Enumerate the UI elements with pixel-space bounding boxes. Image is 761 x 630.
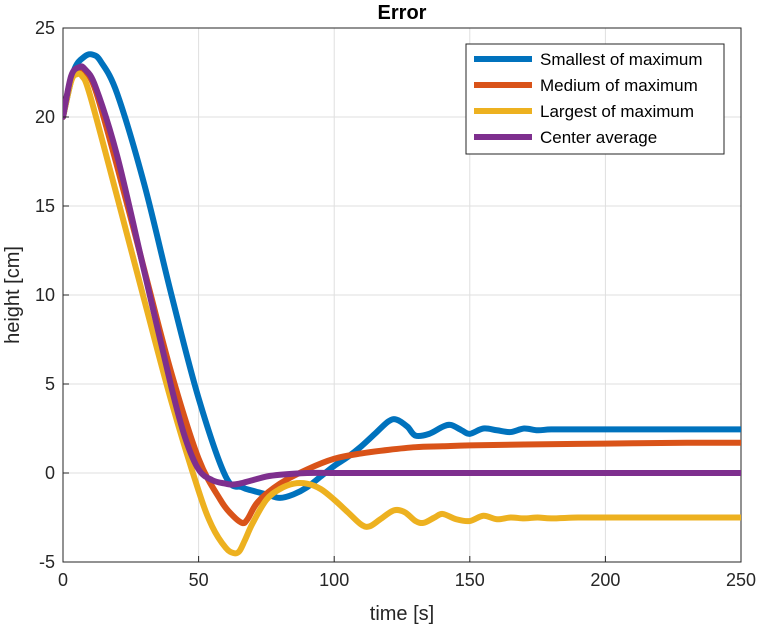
x-tick-label: 100 xyxy=(319,570,349,590)
legend: Smallest of maximum Medium of maximum Larg… xyxy=(465,43,725,155)
x-axis-label: time [s] xyxy=(370,603,434,625)
x-tick-label: 50 xyxy=(189,570,209,590)
series-line-3 xyxy=(63,70,741,557)
x-tick-label: 150 xyxy=(455,570,485,590)
x-tick-label: 0 xyxy=(58,570,68,590)
legend-entry-label: Medium of maximum xyxy=(540,76,698,95)
legend-entry-label: Center average xyxy=(540,128,657,147)
y-tick-label: 15 xyxy=(35,196,55,216)
series-lines xyxy=(63,51,741,557)
series-line-1 xyxy=(63,51,741,501)
x-tick-label: 200 xyxy=(590,570,620,590)
y-tick-label: -5 xyxy=(39,552,55,572)
y-tick-label: 10 xyxy=(35,285,55,305)
series-line-4 xyxy=(63,63,741,488)
y-axis-label: height [cm] xyxy=(2,246,24,344)
x-tick-label: 250 xyxy=(726,570,756,590)
y-tick-label: 5 xyxy=(45,374,55,394)
chart-title: Error xyxy=(378,2,427,24)
y-tick-label: 25 xyxy=(35,18,55,38)
y-tick-label: 20 xyxy=(35,107,55,127)
legend-entry-label: Smallest of maximum xyxy=(540,50,702,69)
y-tick-label: 0 xyxy=(45,463,55,483)
legend-entry-label: Largest of maximum xyxy=(540,102,694,121)
